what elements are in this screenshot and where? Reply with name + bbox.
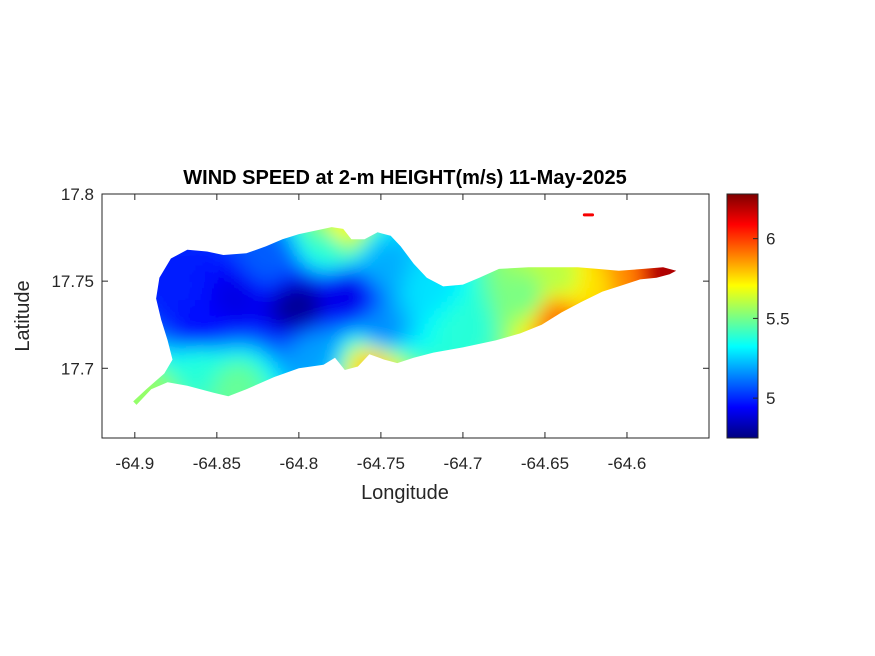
y-tick-label: 17.8 <box>61 185 94 204</box>
colorbar: 55.56 <box>726 193 790 439</box>
colorbar-tick-label: 5.5 <box>766 309 790 328</box>
map-axes: -64.9 -64.85 -64.8 -64.75 -64.7 -64.65 -64.6 1… <box>51 185 710 473</box>
y-tick-label: 17.75 <box>51 272 94 291</box>
x-axis: -64.9 -64.85 -64.8 -64.75 -64.7 -64.65 -64.6 <box>115 194 646 473</box>
x-tick-label: -64.75 <box>357 454 405 473</box>
axes-box <box>101 193 710 439</box>
colorbar-gradient <box>726 193 759 439</box>
x-tick-label: -64.65 <box>521 454 569 473</box>
x-tick-label: -64.6 <box>608 454 647 473</box>
x-tick-label: -64.9 <box>115 454 154 473</box>
colorbar-tick-label: 6 <box>766 230 775 249</box>
map-title: WIND SPEED at 2-m HEIGHT(m/s) 11-May-202… <box>183 167 626 189</box>
y-axis-label: Latitude <box>12 280 34 351</box>
x-tick-label: -64.85 <box>193 454 241 473</box>
y-axis: 17.7 17.75 17.8 <box>51 185 709 378</box>
x-tick-label: -64.8 <box>279 454 318 473</box>
x-axis-label: Longitude <box>361 482 449 504</box>
colorbar-tick-label: 5 <box>766 389 775 408</box>
x-tick-label: -64.7 <box>444 454 483 473</box>
colorbar-ticks: 55.56 <box>753 230 790 408</box>
y-tick-label: 17.7 <box>61 359 94 378</box>
